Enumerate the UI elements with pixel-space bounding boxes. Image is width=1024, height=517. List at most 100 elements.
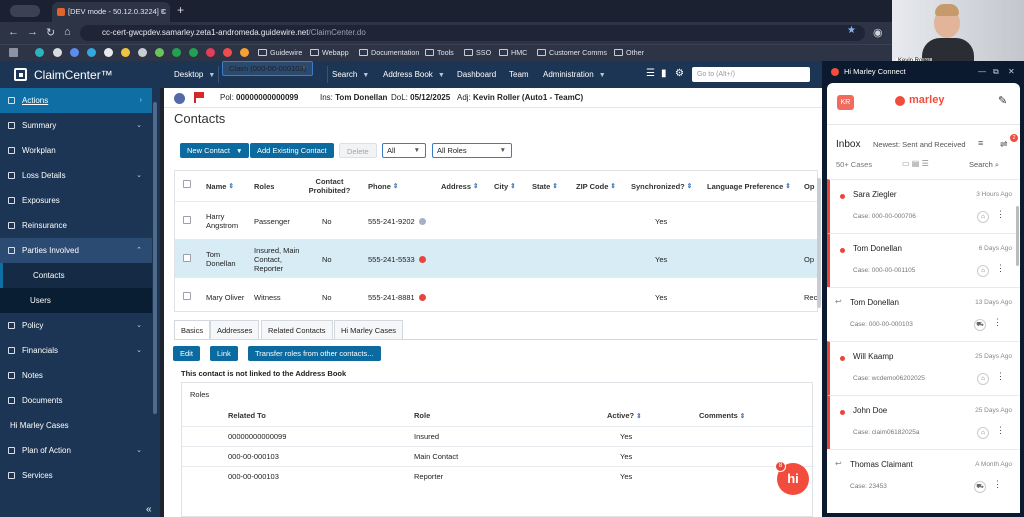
- sliders-icon[interactable]: ⇌: [1000, 139, 1008, 149]
- policy-number[interactable]: 00000000000099: [236, 93, 299, 102]
- col-comments[interactable]: Comments ⇕: [699, 411, 746, 420]
- bookmark-favicon-icon[interactable]: [206, 48, 215, 57]
- bookmark-favicon-icon[interactable]: [138, 48, 147, 57]
- chevron-down-icon[interactable]: ⌄: [136, 122, 142, 129]
- bookmark-favicon-icon[interactable]: [70, 48, 79, 57]
- filter-icon[interactable]: ≡: [978, 138, 984, 148]
- popout-icon[interactable]: ⧉: [993, 67, 999, 76]
- transfer-roles-button[interactable]: Transfer roles from other contacts...: [248, 346, 381, 361]
- view-toggle-icon[interactable]: ▭ ▤ ☰: [902, 159, 929, 168]
- tab-hi-marley-cases[interactable]: Hi Marley Cases: [334, 320, 404, 339]
- chevron-down-icon[interactable]: ▼: [300, 65, 308, 72]
- bookmark-star-icon[interactable]: ★: [847, 25, 856, 36]
- more-options-icon[interactable]: ⋮: [993, 317, 1002, 327]
- close-icon[interactable]: ✕: [1008, 67, 1015, 76]
- bookmark-folder-other[interactable]: Other: [614, 48, 644, 57]
- role-related-to[interactable]: 000-00-000103: [228, 452, 279, 461]
- chevron-down-icon[interactable]: ⌄: [136, 322, 142, 329]
- row-checkbox[interactable]: [183, 254, 191, 262]
- col-state[interactable]: State ⇕: [532, 181, 558, 191]
- table-scrollbar[interactable]: [817, 178, 821, 308]
- back-icon[interactable]: ←: [8, 26, 19, 38]
- sidebar-item-financials[interactable]: Financials ⌄: [0, 338, 152, 363]
- bookmark-favicon-icon[interactable]: [104, 48, 113, 57]
- bookmark-favicon-icon[interactable]: [53, 48, 62, 57]
- chevron-down-icon[interactable]: ⌄: [136, 447, 142, 454]
- col-name[interactable]: Name ⇕: [206, 181, 234, 191]
- profile-icon[interactable]: ◉: [873, 27, 883, 39]
- bookmark-folder-guidewire[interactable]: Guidewire: [258, 48, 302, 57]
- sidebar-item-parties-involved[interactable]: Parties Involved ⌃: [0, 238, 152, 263]
- col-roles[interactable]: Roles: [254, 181, 275, 191]
- contact-name[interactable]: Harry Angstrom: [206, 212, 239, 230]
- chevron-up-icon[interactable]: ⌃: [136, 247, 142, 254]
- bookmark-folder-hmc[interactable]: HMC: [499, 48, 527, 57]
- nav-claim[interactable]: Claim (000-00-000103) ▼: [222, 61, 314, 76]
- col-related-to[interactable]: Related To: [228, 411, 266, 420]
- row-checkbox[interactable]: [183, 216, 191, 224]
- link-button[interactable]: Link: [210, 346, 238, 361]
- chevron-down-icon[interactable]: ▼: [437, 72, 445, 79]
- inbox-search[interactable]: Search ⌕: [969, 160, 1000, 169]
- tab-addresses[interactable]: Addresses: [210, 320, 260, 339]
- col-op[interactable]: Op: [804, 181, 815, 191]
- list-item[interactable]: Sara Ziegler 3 Hours Ago Case: 000-00-00…: [827, 179, 1020, 233]
- edit-button[interactable]: Edit: [173, 346, 200, 361]
- nav-address-book[interactable]: Address Book ▼: [383, 70, 445, 79]
- collapse-sidebar-icon[interactable]: «: [146, 504, 152, 515]
- bookmark-favicon-icon[interactable]: [155, 48, 164, 57]
- gear-icon[interactable]: ⚙: [675, 68, 684, 79]
- nav-search[interactable]: Search ▼: [332, 70, 370, 79]
- list-item[interactable]: ↩ Thomas Claimant A Month Ago Case: 2345…: [827, 449, 1020, 503]
- bookmark-favicon-icon[interactable]: [240, 48, 249, 57]
- bookmark-folder-tools[interactable]: Tools: [425, 48, 454, 57]
- bookmark-favicon-icon[interactable]: [223, 48, 232, 57]
- list-item[interactable]: Will Kaamp 25 Days Ago Case: wcdemo06202…: [827, 341, 1020, 395]
- tab-basics[interactable]: Basics: [174, 320, 211, 339]
- sidebar-item-summary[interactable]: Summary ⌄: [0, 113, 152, 138]
- col-address[interactable]: Address ⇕: [441, 181, 479, 191]
- home-icon[interactable]: ⌂: [64, 26, 71, 38]
- col-language-preference[interactable]: Language Preference ⇕: [707, 181, 791, 191]
- sidebar-item-notes[interactable]: Notes: [0, 363, 152, 388]
- nav-dashboard[interactable]: Dashboard: [457, 70, 497, 79]
- chevron-down-icon[interactable]: ▼: [598, 72, 606, 79]
- browser-tab[interactable]: [DEV mode - 50.12.0.3224] C ✕: [52, 2, 170, 22]
- sort-select[interactable]: Newest: Sent and Received: [873, 140, 966, 149]
- browser-profile-pill[interactable]: [10, 5, 40, 17]
- bookmark-favicon-icon[interactable]: [189, 48, 198, 57]
- sidebar-item-policy[interactable]: Policy ⌄: [0, 313, 152, 338]
- col-synchronized[interactable]: Synchronized? ⇕: [631, 181, 693, 191]
- bookmark-icon[interactable]: ▮: [661, 68, 667, 79]
- bookmark-favicon-icon[interactable]: [87, 48, 96, 57]
- compose-icon[interactable]: ✎: [998, 95, 1008, 107]
- chevron-down-icon[interactable]: ▼: [362, 72, 370, 79]
- table-row[interactable]: Harry Angstrom Passenger No 555-241-9202…: [175, 201, 817, 239]
- sidebar-item-users[interactable]: Users: [0, 288, 152, 313]
- nav-administration[interactable]: Administration ▼: [543, 70, 606, 79]
- address-bar[interactable]: cc-cert-gwcpdev.samarley.zeta1-andromeda…: [80, 25, 865, 41]
- more-options-icon[interactable]: ⋮: [996, 263, 1005, 273]
- sidebar-item-services[interactable]: Services: [0, 463, 152, 488]
- list-item[interactable]: Tom Donellan 6 Days Ago Case: 000-00-001…: [827, 233, 1020, 287]
- insured-name[interactable]: Tom Donellan: [335, 93, 388, 102]
- table-row[interactable]: Tom Donellan Insured, Main Contact, Repo…: [175, 239, 817, 277]
- bookmark-folder-webapp[interactable]: Webapp: [310, 48, 349, 57]
- sidebar-item-documents[interactable]: Documents: [0, 388, 152, 413]
- menu-icon[interactable]: ☰: [646, 68, 655, 79]
- sidebar-item-workplan[interactable]: Workplan: [0, 138, 152, 163]
- bookmark-folder-sso[interactable]: SSO: [464, 48, 491, 57]
- col-contact-prohibited[interactable]: Contact Prohibited?: [308, 177, 351, 195]
- avatar[interactable]: KR: [837, 95, 854, 110]
- chevron-down-icon[interactable]: ⌄: [136, 347, 142, 354]
- goto-input[interactable]: Go to (Alt+/): [692, 67, 810, 82]
- nav-team[interactable]: Team: [509, 70, 529, 79]
- more-options-icon[interactable]: ⋮: [996, 371, 1005, 381]
- nav-desktop[interactable]: Desktop ▼: [174, 70, 216, 79]
- inbox-scrollbar[interactable]: [1016, 206, 1019, 266]
- close-tab-icon[interactable]: ✕: [159, 7, 166, 16]
- new-tab-icon[interactable]: +: [177, 3, 185, 17]
- bookmark-favicon-icon[interactable]: [121, 48, 130, 57]
- col-role[interactable]: Role: [414, 411, 431, 420]
- bookmark-favicon-icon[interactable]: [35, 48, 44, 57]
